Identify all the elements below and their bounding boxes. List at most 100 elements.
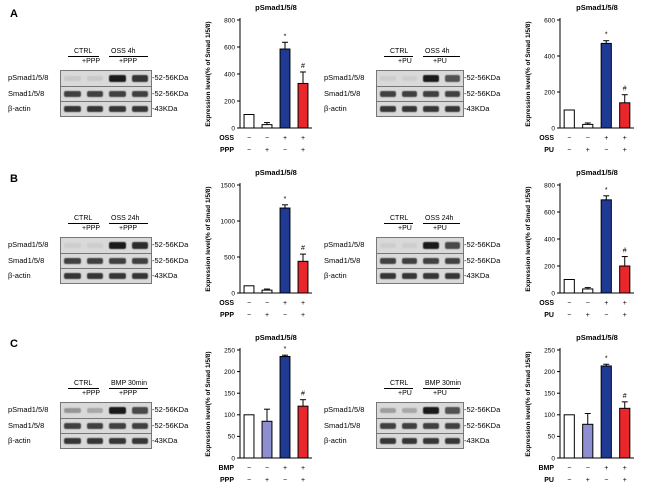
blot-band (64, 90, 81, 98)
y-tick-label: 400 (544, 236, 555, 243)
blot-band (401, 257, 417, 265)
y-tick-label: 600 (544, 17, 555, 24)
blot-row-label: pSmad1/5/8 (8, 73, 49, 82)
factor-sign: + (604, 135, 608, 142)
factor-sign: − (265, 300, 269, 307)
kda-label: -52-56KDa (464, 421, 501, 430)
blot-strip (376, 402, 464, 419)
blot-row-label: pSmad1/5/8 (324, 73, 365, 82)
blot-band (423, 90, 439, 98)
blot-row-label: β-actin (324, 436, 347, 445)
y-axis-label: Expression level(% of Smad 1/5/8) (525, 186, 532, 291)
factor-label: OSS (539, 300, 554, 307)
factor-label: BMP (218, 465, 234, 472)
kda-label: -43KDa (464, 104, 490, 113)
blot-band (131, 242, 148, 249)
factor-sign: + (623, 147, 627, 154)
bar (243, 114, 255, 129)
blot-band (86, 90, 103, 98)
blot-row-label: β-actin (8, 104, 31, 113)
factor-sign: + (604, 300, 608, 307)
blot-strip (60, 101, 152, 117)
bar (600, 365, 612, 459)
factor-sign: − (567, 477, 571, 484)
bar (582, 123, 594, 129)
blot-band (131, 422, 148, 430)
y-tick-label: 400 (544, 53, 555, 60)
y-tick-label: 0 (231, 125, 235, 132)
blot-band (64, 407, 81, 414)
significance-mark: # (623, 248, 627, 255)
treatment-header: OSS 4h (425, 48, 450, 55)
y-tick-label: 200 (544, 369, 555, 376)
treatment-header: BMP 30min (111, 380, 148, 387)
blot-row-label: pSmad1/5/8 (324, 240, 365, 249)
bar (297, 405, 309, 459)
y-tick-label: 1000 (221, 218, 236, 225)
significance-mark: * (284, 33, 287, 40)
factor-sign: − (283, 312, 287, 319)
kda-label: -52-56KDa (464, 89, 501, 98)
blot-strip (60, 237, 152, 254)
significance-mark: * (605, 187, 608, 194)
blot-band (86, 76, 103, 81)
blot-row-label: Smad1/5/8 (324, 421, 361, 430)
bar-chart: pSmad1/5/8 Expression level(% of Smad 1/5… (525, 168, 634, 319)
blot-strip (60, 418, 152, 434)
factor-sign: + (623, 300, 627, 307)
bar-chart: pSmad1/5/8 Expression level(% of Smad 1/5… (525, 333, 634, 484)
factor-sign: − (586, 300, 590, 307)
panel-label-B: B (10, 173, 18, 185)
blot-band (401, 422, 417, 430)
ctrl-header-underline (384, 223, 413, 224)
chart-title: pSmad1/5/8 (255, 168, 297, 177)
bar-chart: pSmad1/5/8 Expression level(% of Smad 1/5… (205, 333, 312, 484)
factor-sign: − (604, 147, 608, 154)
bar (619, 407, 631, 459)
factor-sign: + (301, 477, 305, 484)
y-tick-label: 50 (548, 434, 556, 441)
blot-band (131, 105, 148, 113)
y-axis-label: Expression level(% of Smad 1/5/8) (525, 21, 532, 126)
blot-band (444, 105, 460, 113)
ctrl-header-underline (68, 223, 99, 224)
bar (261, 420, 273, 459)
blot-row-label: β-actin (8, 271, 31, 280)
treatment-header-underline (109, 56, 148, 57)
blot-strip (376, 86, 464, 102)
blot-band (401, 90, 417, 98)
bar (600, 42, 612, 129)
chart-title: pSmad1/5/8 (255, 3, 297, 12)
blot-row-label: Smad1/5/8 (8, 89, 45, 98)
factor-sign: − (265, 465, 269, 472)
ctrl-header-underline (68, 56, 99, 57)
y-axis-label: Expression level(% of Smad 1/5/8) (205, 21, 212, 126)
blot-band (131, 75, 148, 82)
y-axis-label: Expression level(% of Smad 1/5/8) (205, 351, 212, 456)
blot-band (380, 422, 396, 430)
significance-mark: * (605, 32, 608, 39)
bar (261, 289, 273, 294)
bar-chart: pSmad1/5/8 Expression level(% of Smad 1/5… (205, 3, 312, 154)
chart-title: pSmad1/5/8 (576, 333, 618, 342)
factor-sign: − (586, 135, 590, 142)
kda-label: -52-56KDa (464, 405, 501, 414)
factor-sign: − (247, 477, 251, 484)
blot-band (444, 272, 460, 280)
ctrl-header: CTRL (74, 48, 93, 55)
blot-band (86, 243, 103, 248)
blot-row-label: Smad1/5/8 (8, 256, 45, 265)
factor-sign: − (247, 300, 251, 307)
factor-label: OSS (539, 135, 554, 142)
blot-strip (376, 253, 464, 269)
y-tick-label: 200 (544, 89, 555, 96)
blot-band (109, 272, 126, 280)
factor-sign: − (247, 135, 251, 142)
blot-row-label: Smad1/5/8 (324, 256, 361, 265)
ctrl-sublabel: +PPP (82, 390, 101, 397)
blot-row-label: pSmad1/5/8 (8, 240, 49, 249)
kda-label: -52-56KDa (152, 89, 189, 98)
blot-band (64, 422, 81, 430)
blot-band (380, 76, 396, 81)
blot-band (109, 105, 126, 113)
